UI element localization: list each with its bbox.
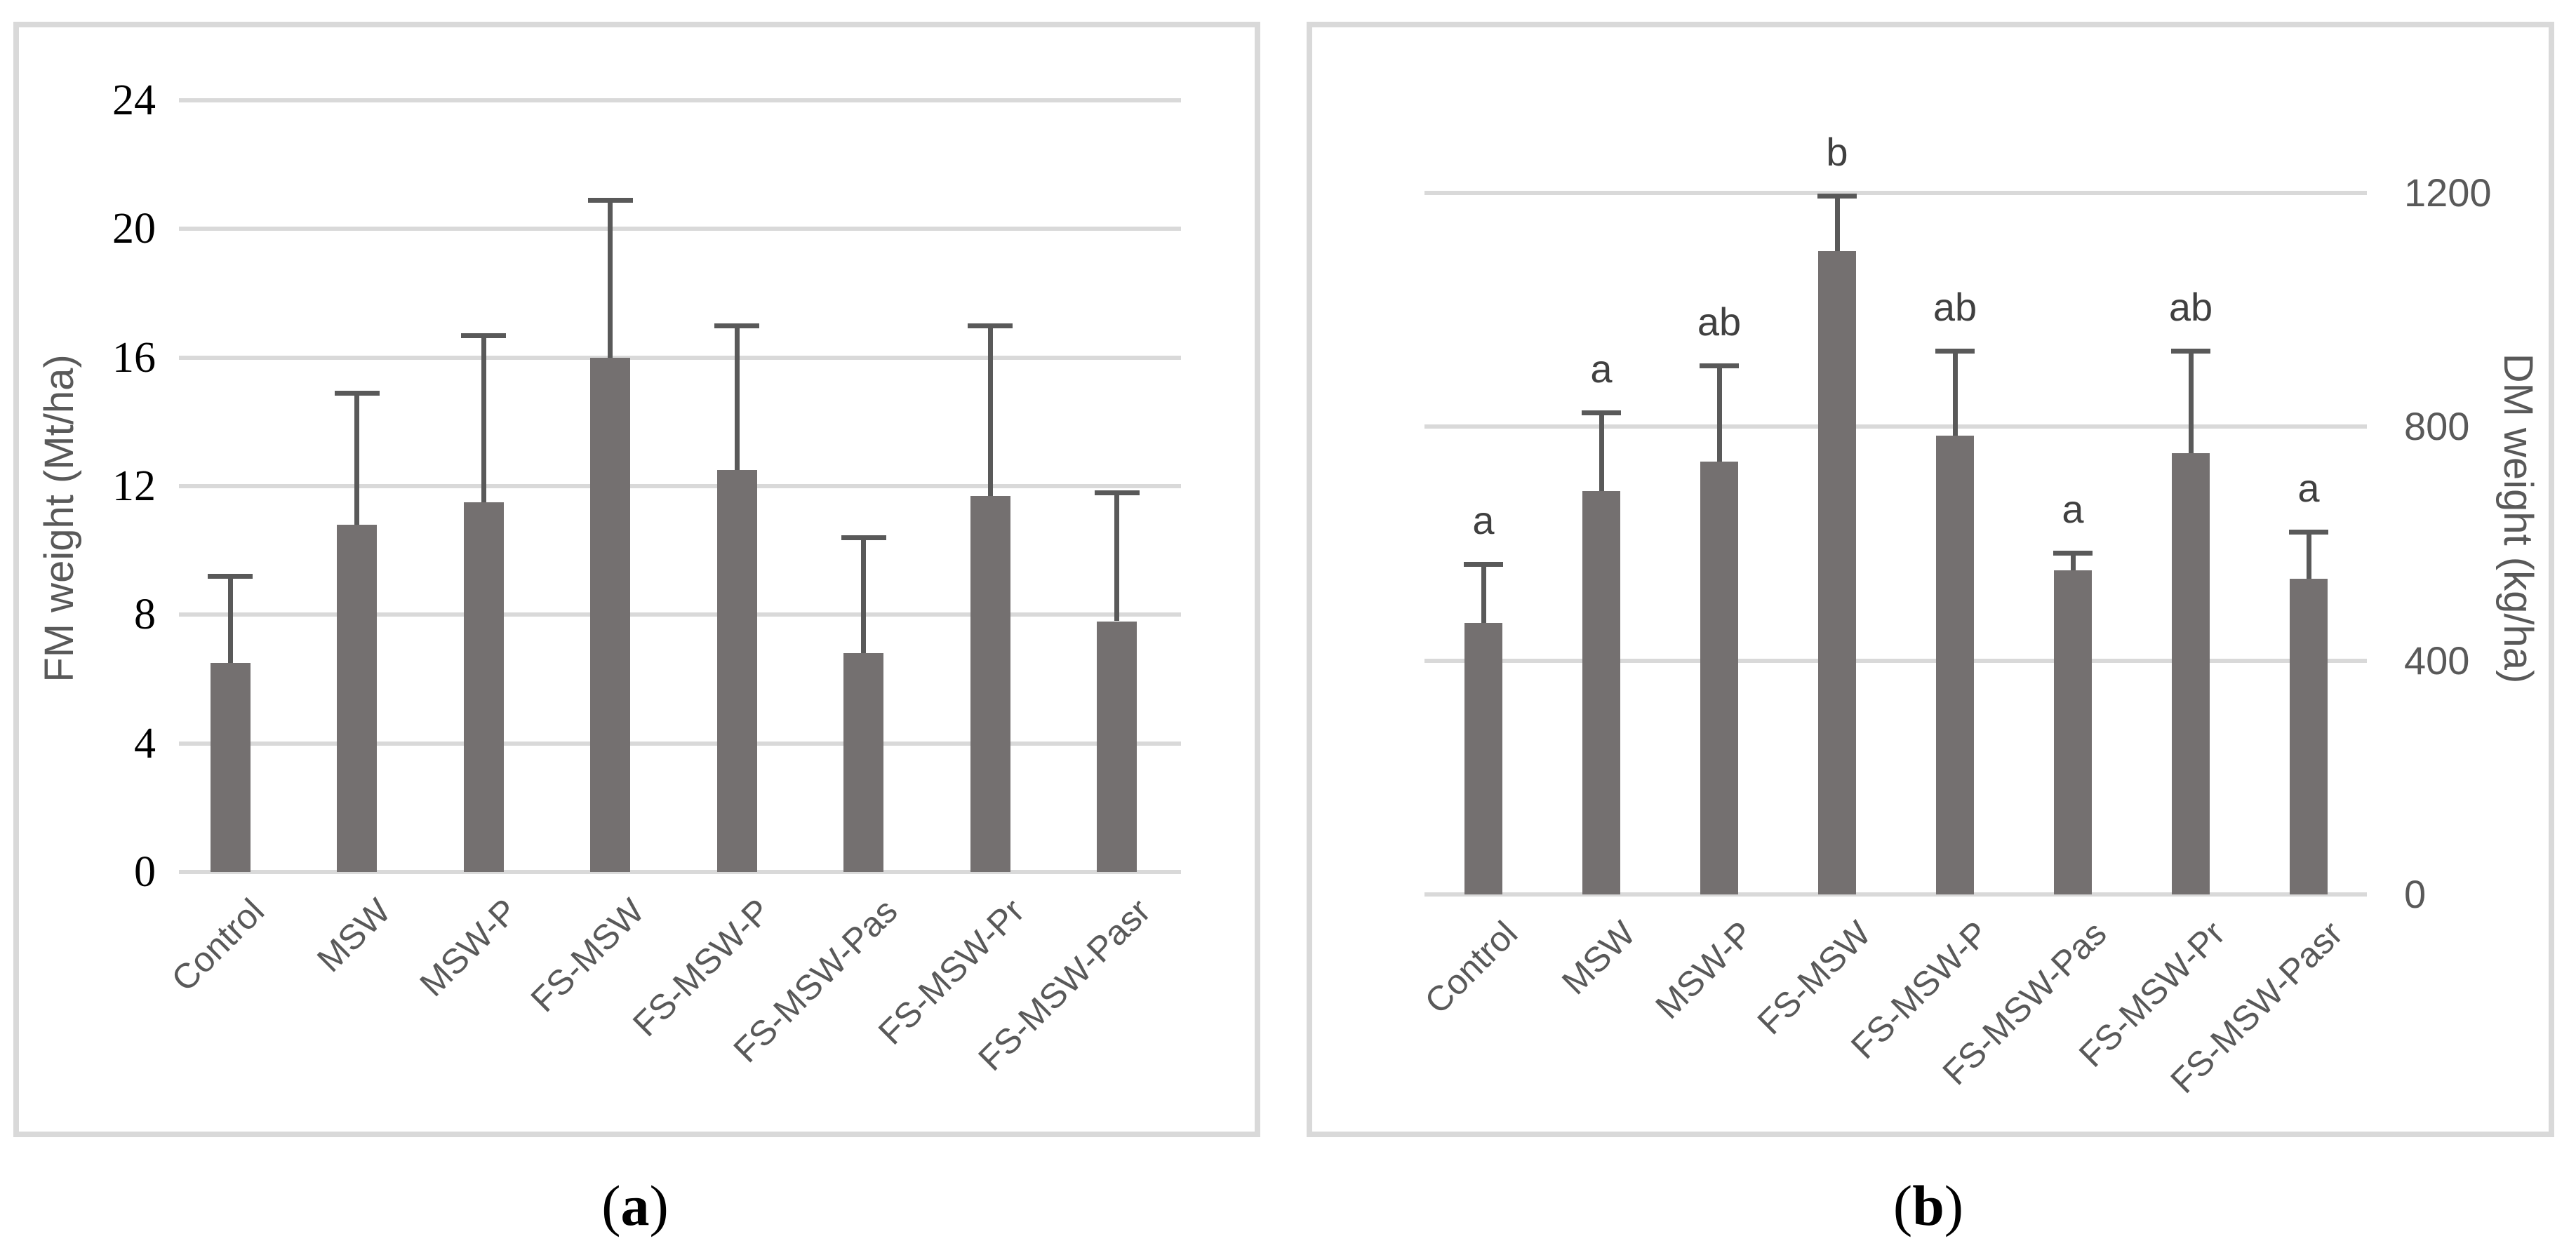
y-tick-label-0: 0 — [2404, 872, 2427, 916]
error-bar-MSW-P — [1716, 365, 1722, 462]
y-tick-label-800: 800 — [2404, 404, 2470, 449]
error-bar-FS-MSW — [608, 200, 613, 358]
error-bar-Control — [1481, 564, 1486, 623]
error-bar-MSW-P — [481, 335, 486, 502]
sig-letter-FS-MSW-Pas: a — [2062, 486, 2084, 531]
error-bar-MSW — [354, 393, 359, 525]
bar-FS-MSW-Pas — [843, 653, 883, 872]
x-axis-label-FS-MSW: FS-MSW — [523, 891, 652, 1020]
error-bar-FS-MSW-Pasr — [1114, 492, 1119, 622]
error-bar-MSW — [1599, 412, 1604, 491]
caption-a-open-paren: ( — [601, 1174, 621, 1237]
gridline-4 — [179, 741, 1181, 746]
bar-MSW-P — [1700, 462, 1738, 894]
gridline-12 — [179, 484, 1181, 488]
error-bar-cap-FS-MSW — [1817, 194, 1857, 199]
error-bar-Control — [227, 576, 233, 664]
x-axis-label-MSW: MSW — [1554, 913, 1643, 1002]
bar-FS-MSW-Pasr — [1097, 621, 1137, 872]
error-bar-FS-MSW-Pas — [861, 537, 866, 654]
plot-area-b: 0 400 800 1200 a Control a MSW ab MSW-P b FS-MSW ab F… — [1312, 27, 2549, 1132]
error-bar-FS-MSW-Pas — [2070, 552, 2076, 570]
x-axis-label-Control: Control — [163, 891, 272, 999]
x-axis-label-MSW: MSW — [309, 891, 399, 980]
gridline-8 — [179, 612, 1181, 617]
caption-b-close-paren: ) — [1944, 1174, 1964, 1237]
sig-letter-Control: a — [1472, 498, 1495, 543]
plot-area-a: 0 4 8 12 16 20 24 Control MSW MSW-P FS-MSW FS-MSW-P… — [19, 27, 1255, 1132]
caption-a: (a) — [425, 1173, 846, 1239]
error-bar-cap-FS-MSW-P — [1935, 349, 1975, 354]
error-bar-FS-MSW-Pr — [2188, 351, 2194, 453]
bar-MSW — [337, 525, 377, 872]
gridline-0 — [1424, 892, 2367, 897]
error-bar-cap-Control — [208, 574, 253, 579]
error-bar-cap-FS-MSW — [587, 198, 633, 203]
x-axis-label-MSW-P: MSW-P — [412, 891, 525, 1005]
y-tick-label-0: 0 — [134, 848, 156, 896]
caption-b-open-paren: ( — [1893, 1174, 1913, 1237]
sig-letter-FS-MSW-Pasr: a — [2297, 466, 2320, 511]
gridline-16 — [179, 355, 1181, 360]
error-bar-FS-MSW-Pasr — [2306, 532, 2311, 579]
error-bar-FS-MSW-P — [734, 325, 740, 471]
caption-b: (b) — [1718, 1173, 2139, 1239]
y-axis-title-b: DM weight (kg/ha) — [2495, 353, 2541, 684]
error-bar-cap-FS-MSW-Pasr — [2289, 530, 2328, 535]
bar-Control — [210, 663, 251, 872]
y-tick-label-16: 16 — [112, 333, 156, 382]
y-tick-label-4: 4 — [134, 719, 156, 767]
error-bar-cap-MSW — [334, 391, 380, 396]
error-bar-cap-Control — [1464, 562, 1503, 568]
y-tick-label-8: 8 — [134, 591, 156, 639]
panel-a: 0 4 8 12 16 20 24 Control MSW MSW-P FS-MSW FS-MSW-P… — [13, 22, 1260, 1137]
sig-letter-FS-MSW-Pr: ab — [2168, 285, 2213, 330]
y-axis-title-a: FM weight (Mt/ha) — [36, 354, 82, 683]
error-bar-FS-MSW-Pr — [987, 325, 993, 496]
y-tick-label-1200: 1200 — [2404, 170, 2492, 215]
error-bar-cap-FS-MSW-Pr — [968, 323, 1013, 328]
x-axis-label-MSW-P: MSW-P — [1648, 913, 1761, 1027]
y-tick-label-400: 400 — [2404, 638, 2470, 683]
error-bar-cap-MSW-P — [1700, 363, 1739, 368]
y-tick-label-24: 24 — [112, 76, 156, 124]
bar-FS-MSW-Pr — [970, 495, 1010, 872]
y-tick-label-20: 20 — [112, 205, 156, 253]
bar-Control — [1464, 622, 1502, 894]
panel-b: 0 400 800 1200 a Control a MSW ab MSW-P b FS-MSW ab F… — [1307, 22, 2554, 1137]
bar-MSW — [1582, 491, 1620, 894]
bar-FS-MSW — [590, 357, 630, 872]
error-bar-cap-FS-MSW-Pasr — [1094, 490, 1140, 496]
y-tick-label-12: 12 — [112, 462, 156, 510]
caption-b-letter: b — [1912, 1174, 1944, 1237]
gridline-400 — [1424, 658, 2367, 663]
gridline-1200 — [1424, 191, 2367, 196]
gridline-20 — [179, 227, 1181, 232]
error-bar-cap-FS-MSW-P — [714, 323, 759, 328]
error-bar-cap-MSW-P — [461, 333, 506, 338]
caption-a-letter: a — [620, 1174, 650, 1237]
error-bar-FS-MSW — [1834, 196, 1840, 252]
bar-FS-MSW — [1818, 251, 1856, 894]
x-axis-label-Control: Control — [1417, 913, 1525, 1021]
error-bar-cap-FS-MSW-Pr — [2171, 349, 2210, 354]
bar-FS-MSW-Pas — [2054, 570, 2092, 894]
bar-MSW-P — [463, 502, 504, 872]
bar-FS-MSW-Pr — [2172, 452, 2210, 894]
bar-FS-MSW-P — [716, 470, 757, 872]
sig-letter-MSW: a — [1590, 346, 1613, 391]
error-bar-cap-MSW — [1582, 410, 1621, 415]
gridline-800 — [1424, 424, 2367, 429]
bar-FS-MSW-P — [1936, 435, 1974, 894]
sig-letter-MSW-P: ab — [1697, 299, 1742, 344]
gridline-0 — [179, 870, 1181, 874]
caption-a-close-paren: ) — [649, 1174, 669, 1237]
error-bar-FS-MSW-P — [1952, 351, 1958, 436]
sig-letter-FS-MSW: b — [1826, 130, 1848, 175]
error-bar-cap-FS-MSW-Pas — [2053, 550, 2093, 556]
gridline-24 — [179, 98, 1181, 102]
sig-letter-FS-MSW-P: ab — [1933, 285, 1977, 330]
bar-FS-MSW-Pasr — [2290, 579, 2328, 894]
error-bar-cap-FS-MSW-Pas — [841, 535, 886, 541]
